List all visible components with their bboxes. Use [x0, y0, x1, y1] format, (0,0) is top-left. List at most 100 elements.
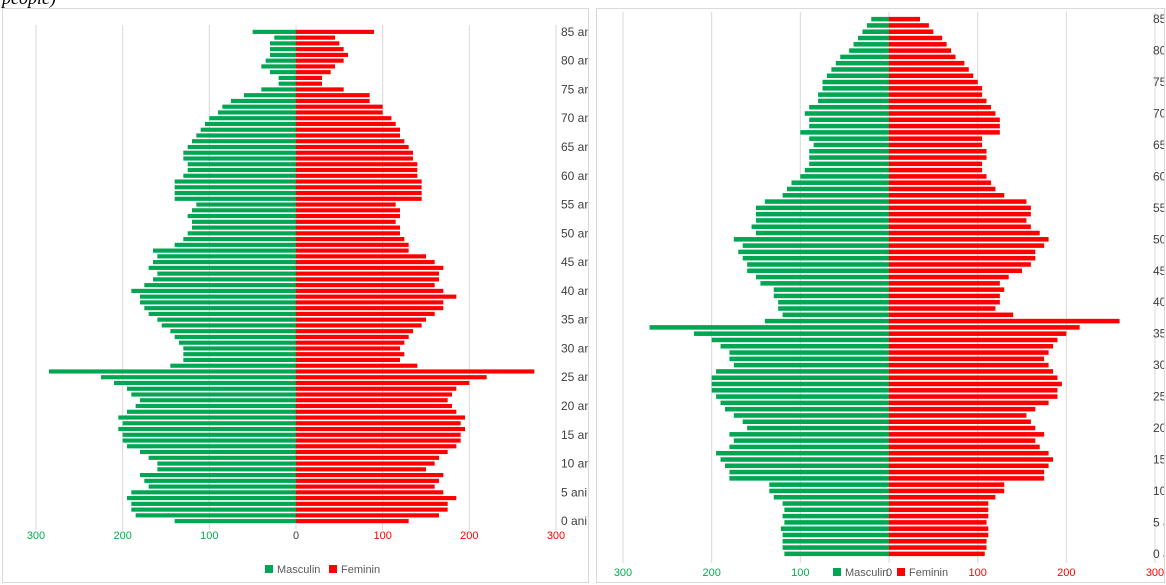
bar-male: [784, 551, 889, 557]
bar-female: [889, 174, 987, 179]
bar-female: [889, 463, 1049, 469]
bar-male: [231, 98, 296, 104]
bar-female: [889, 148, 987, 154]
bar-female: [296, 409, 457, 414]
bar-male: [127, 386, 296, 391]
bar-female: [889, 520, 987, 525]
bar-male: [218, 110, 296, 115]
bar-male: [742, 419, 889, 425]
y-tick-label: 70 ani: [561, 111, 588, 125]
bar-female: [889, 98, 987, 104]
bar-male: [853, 42, 889, 47]
bar-male: [720, 343, 889, 349]
bar-female: [296, 208, 400, 213]
bar-female: [889, 400, 1049, 406]
bar-female: [296, 438, 461, 443]
bar-female: [296, 317, 426, 322]
bar-female: [889, 337, 1058, 343]
bar-female: [296, 127, 400, 132]
bar-female: [889, 67, 969, 72]
bar-female: [889, 73, 974, 79]
x-tick-label: 200: [460, 530, 478, 542]
bar-male: [122, 421, 297, 426]
bar-female: [889, 123, 1000, 129]
y-tick-label: 5 ani: [1153, 515, 1164, 529]
bar-male: [187, 144, 296, 150]
y-tick-label: 20 ani: [561, 399, 588, 413]
bar-female: [296, 294, 457, 299]
bar-male: [270, 70, 296, 75]
bar-male: [818, 92, 889, 97]
bar-male: [196, 202, 296, 207]
bar-female: [296, 415, 465, 420]
bar-male: [278, 81, 296, 86]
bar-male: [209, 116, 296, 121]
bar-female: [889, 255, 1036, 261]
bar-female: [889, 343, 1054, 349]
bar-male: [170, 363, 296, 368]
bar-male: [157, 467, 296, 472]
x-tick-label: 200: [113, 530, 131, 542]
bar-male: [826, 73, 889, 79]
bar-female: [296, 265, 444, 270]
bar-female: [889, 180, 991, 185]
legend-label-female: Feminin: [909, 567, 948, 579]
bar-male: [140, 398, 296, 403]
bar-male: [261, 64, 296, 69]
bar-female: [889, 287, 1005, 292]
bar-male: [131, 490, 296, 495]
bar-male: [784, 520, 889, 525]
bar-male: [769, 482, 889, 487]
bar-male: [192, 219, 296, 224]
bar-male: [813, 142, 889, 148]
bar-male: [144, 306, 296, 311]
bar-female: [889, 299, 1000, 305]
bar-female: [889, 54, 956, 60]
bar-female: [296, 162, 418, 167]
bar-female: [889, 161, 983, 167]
bar-male: [118, 426, 296, 432]
pyramid-chart-left: 300 200 100 0 100 200 300 0 ani 5 ani 10 ani 15 an…: [2, 8, 589, 583]
bar-female: [889, 136, 983, 141]
bar-male: [800, 130, 889, 135]
caption-text: people): [2, 0, 56, 9]
bar-male: [764, 199, 889, 204]
bar-female: [889, 29, 934, 34]
bar-female: [296, 334, 409, 340]
bar-male: [122, 432, 297, 437]
bar-male: [857, 35, 889, 41]
bar-female: [296, 29, 374, 34]
bar-female: [889, 193, 1005, 198]
bar-male: [782, 193, 889, 198]
bar-male: [778, 299, 889, 305]
bar-female: [889, 545, 987, 550]
bar-male: [187, 231, 296, 236]
bar-male: [244, 93, 296, 98]
y-tick-label: 15 ani: [561, 428, 588, 442]
bar-male: [716, 394, 889, 399]
pyramid-chart-right: 300 200 100 0 100 200 300 0 ani 5 ani 10 ani 15 an…: [596, 8, 1165, 583]
bar-female: [296, 202, 396, 207]
bar-female: [296, 490, 444, 495]
y-tick-label: 55 ani: [561, 198, 588, 212]
bar-female: [296, 213, 400, 219]
bar-female: [889, 224, 1031, 230]
y-tick-label: 25 ani: [561, 370, 588, 384]
bar-male: [729, 476, 889, 481]
bar-male: [756, 274, 889, 280]
bar-male: [127, 409, 296, 414]
bar-male: [716, 450, 889, 456]
bar-female: [889, 142, 983, 148]
bar-female: [889, 243, 1045, 248]
bar-male: [114, 380, 296, 386]
legend-swatch-female: [329, 565, 337, 573]
bar-male: [784, 507, 889, 513]
bar-male: [222, 104, 296, 109]
bar-male: [782, 513, 889, 519]
bar-male: [200, 127, 296, 132]
bar-female: [296, 231, 400, 236]
bar-female: [889, 413, 1027, 418]
bar-female: [889, 48, 952, 53]
pyramid-svg-left: 300 200 100 0 100 200 300 0 ani 5 ani 10 ani 15 an…: [27, 25, 588, 576]
bar-male: [148, 311, 296, 316]
